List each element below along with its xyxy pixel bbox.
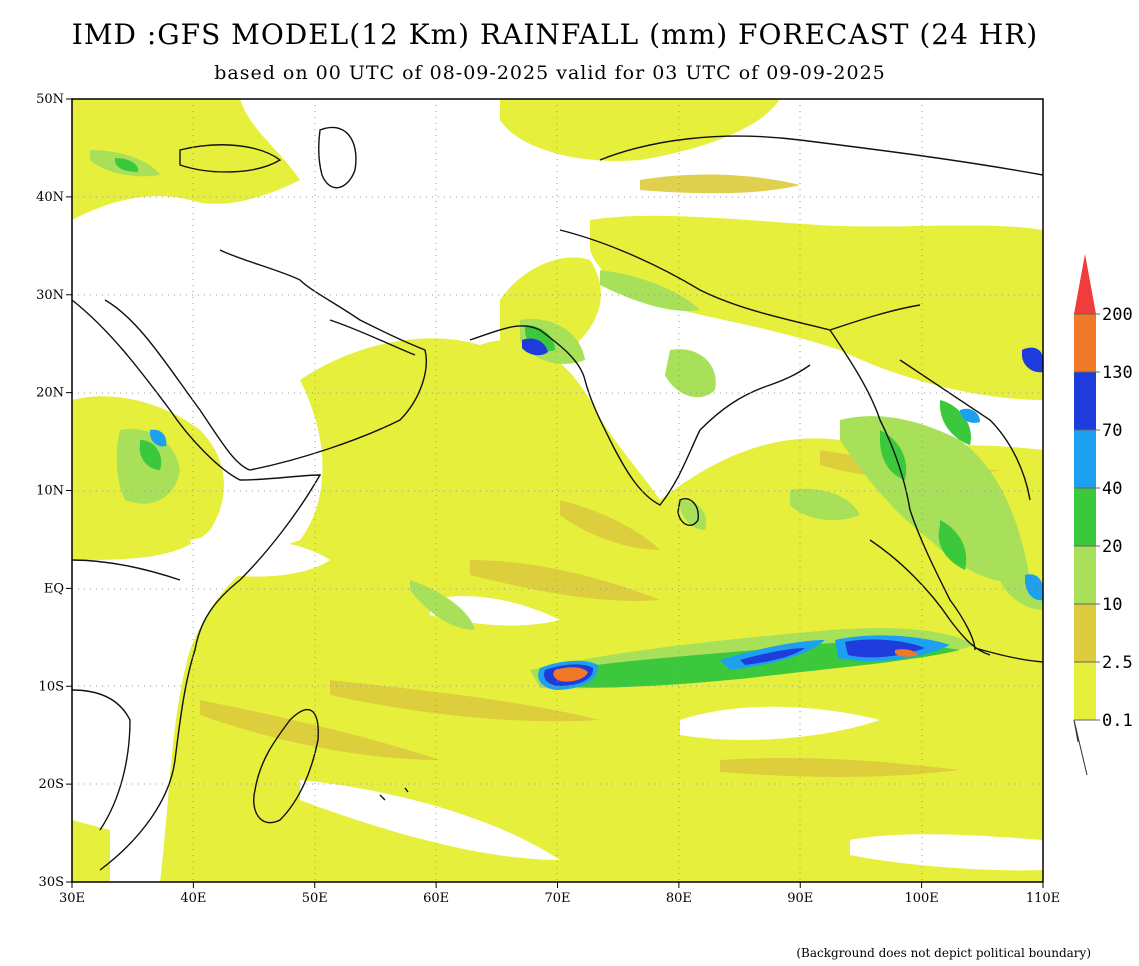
legend-swatch — [1074, 372, 1096, 430]
map-subtitle: based on 00 UTC of 08-09-2025 valid for … — [214, 62, 886, 84]
footnote: (Background does not depict political bo… — [796, 946, 1091, 960]
lat-tick-label: 40N — [36, 190, 64, 205]
rain-area-tibet — [590, 215, 1043, 400]
lon-tick-label: 80E — [666, 891, 692, 906]
latitude-ticks: 50N 40N 30N 20N 10N EQ 10S 20S 30S — [36, 92, 72, 890]
longitude-ticks: 30E 40E 50E 60E 70E 80E 90E 100E 110E — [59, 882, 1060, 906]
map-title: IMD :GFS MODEL(12 Km) RAINFALL (mm) FORE… — [71, 18, 1039, 51]
lat-tick-label: 10S — [39, 679, 64, 694]
legend-swatch — [1074, 546, 1096, 604]
lat-tick-label: 20N — [36, 386, 64, 401]
legend-swatch — [1074, 430, 1096, 488]
legend-level-label: 10 — [1102, 595, 1122, 615]
legend-bottom-tail — [1073, 719, 1088, 776]
legend-level-label: 130 — [1102, 363, 1133, 383]
legend-level-label: 20 — [1102, 537, 1122, 557]
legend-level-label: 70 — [1102, 421, 1122, 441]
coastlines — [72, 126, 1043, 871]
lat-tick-label: 20S — [39, 777, 64, 792]
rain-heavy-cores — [150, 338, 1043, 690]
lat-tick-label: 50N — [36, 92, 64, 107]
rain-area-south-africa — [72, 820, 110, 882]
rainfall-legend: 0.1 2.5 10 20 40 70 130 200 — [1073, 254, 1133, 776]
legend-swatch — [1074, 314, 1096, 372]
lon-tick-label: 50E — [302, 891, 328, 906]
legend-swatch — [1074, 488, 1096, 546]
lon-tick-label: 90E — [787, 891, 813, 906]
legend-level-label: 0.1 — [1102, 711, 1133, 731]
legend-top-arrow — [1074, 254, 1096, 314]
lat-tick-label: 10N — [36, 484, 64, 499]
legend-level-label: 2.5 — [1102, 653, 1133, 673]
lon-tick-label: 100E — [904, 891, 938, 906]
legend-level-label: 40 — [1102, 479, 1122, 499]
lon-tick-label: 70E — [544, 891, 570, 906]
legend-swatch — [1074, 662, 1096, 720]
rain-area-caspian-north — [500, 99, 780, 161]
lon-tick-label: 30E — [59, 891, 85, 906]
rainfall-field — [72, 99, 1043, 882]
rain-area-turkey — [72, 99, 300, 220]
lat-tick-label: 30N — [36, 288, 64, 303]
lon-tick-label: 110E — [1026, 891, 1060, 906]
lon-tick-label: 60E — [423, 891, 449, 906]
legend-swatch — [1074, 604, 1096, 662]
lat-tick-label: EQ — [44, 581, 64, 596]
lat-tick-label: 30S — [39, 875, 64, 890]
lon-tick-label: 40E — [180, 891, 206, 906]
legend-level-label: 200 — [1102, 305, 1133, 325]
